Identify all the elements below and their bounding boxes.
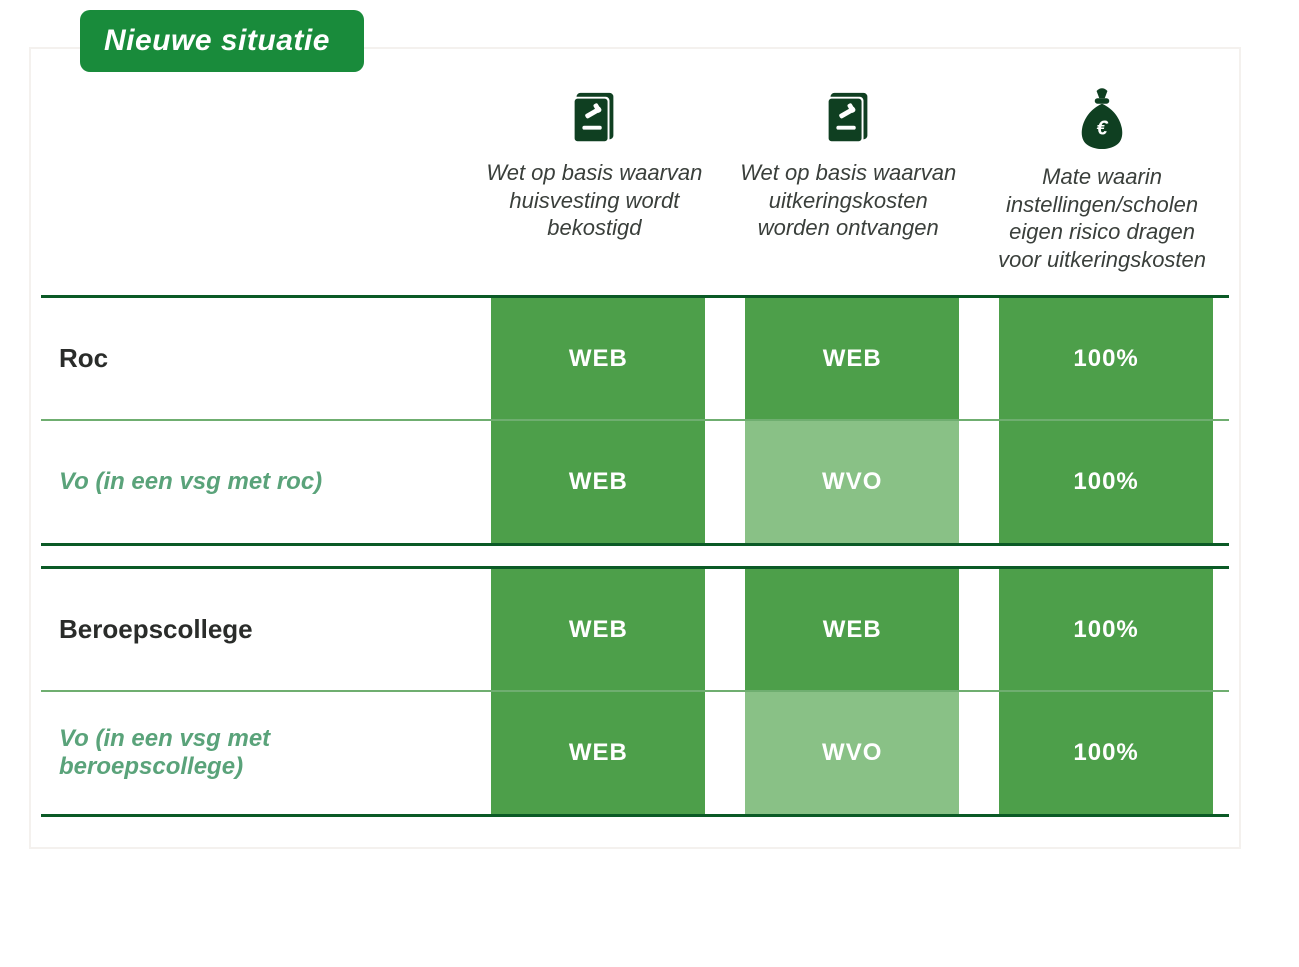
law-book-icon [479, 87, 709, 149]
row-label: Vo (in een vsg met beroepscollege) [41, 690, 467, 814]
table-cell: WEB [483, 569, 705, 690]
table-panel: Wet op basis waarvan huisvesting wordt b… [30, 48, 1240, 848]
svg-text:€: € [1097, 118, 1109, 140]
table-cell: 100% [991, 569, 1213, 690]
infographic-container: Nieuwe situatie [30, 0, 1240, 848]
table-row: Vo (in een vsg met roc) WEB WVO 100% [41, 419, 1229, 543]
law-book-icon [733, 87, 963, 149]
title-badge-text: Nieuwe situatie [104, 24, 330, 57]
table-header-row: Wet op basis waarvan huisvesting wordt b… [41, 79, 1229, 295]
col-header-2-text: Wet op basis waarvan uitkeringskosten wo… [733, 159, 963, 242]
col-header-3-text: Mate waarin instellingen/scholen eigen r… [987, 163, 1217, 273]
row-label: Beroepscollege [41, 566, 467, 690]
col-header-1: Wet op basis waarvan huisvesting wordt b… [467, 79, 721, 295]
table-cell: 100% [991, 298, 1213, 419]
money-bag-icon: € [987, 87, 1217, 153]
col-header-2: Wet op basis waarvan uitkeringskosten wo… [721, 79, 975, 295]
table-cell: 100% [991, 421, 1213, 543]
row-label: Vo (in een vsg met roc) [41, 419, 467, 543]
table-cell: WEB [737, 298, 959, 419]
group-bottom-line [41, 814, 1229, 817]
table-cell: WEB [483, 692, 705, 814]
table-cell: 100% [991, 692, 1213, 814]
comparison-table: Wet op basis waarvan huisvesting wordt b… [41, 79, 1229, 817]
table-cell: WEB [483, 298, 705, 419]
title-badge: Nieuwe situatie [80, 10, 364, 72]
col-header-3: € Mate waarin instellingen/scholen eigen… [975, 79, 1229, 295]
table-row: Vo (in een vsg met beroepscollege) WEB W… [41, 690, 1229, 814]
row-label: Roc [41, 295, 467, 419]
table-row: Roc WEB WEB 100% [41, 295, 1229, 419]
table-cell: WVO [737, 692, 959, 814]
group-gap [41, 546, 1229, 566]
col-header-1-text: Wet op basis waarvan huisvesting wordt b… [479, 159, 709, 242]
table-cell: WVO [737, 421, 959, 543]
table-row: Beroepscollege WEB WEB 100% [41, 566, 1229, 690]
table-cell: WEB [737, 569, 959, 690]
table-cell: WEB [483, 421, 705, 543]
